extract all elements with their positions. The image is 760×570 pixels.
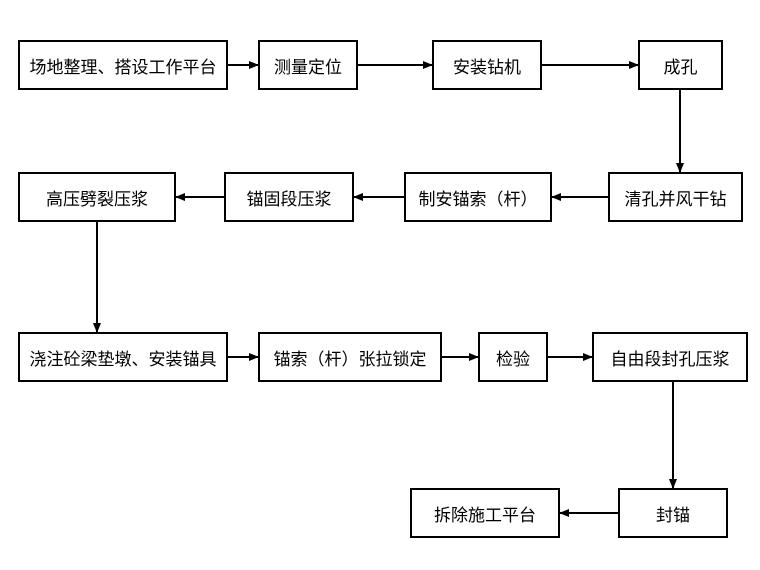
flow-node-label: 检验	[496, 345, 530, 370]
flowchart-canvas: 场地整理、搭设工作平台 测量定位 安装钻机 成孔清孔并风干钻 制安锚索（杆） 锚固段压浆 高…	[0, 0, 760, 570]
flow-node-n2: 测量定位	[258, 40, 358, 90]
flow-node-n12: 自由段封孔压浆	[592, 332, 748, 382]
flow-node-n1: 场地整理、搭设工作平台	[18, 40, 228, 90]
flow-node-n13: 封锚	[618, 488, 728, 538]
flow-node-n9: 浇注砼梁垫墩、安装锚具	[18, 332, 228, 382]
flow-node-label: 自由段封孔压浆	[611, 345, 730, 370]
flow-node-label: 制安锚索（杆）	[419, 185, 538, 210]
flow-node-label: 安装钻机	[453, 53, 521, 78]
flow-node-label: 封锚	[656, 501, 690, 526]
flow-node-n14: 拆除施工平台	[410, 488, 560, 538]
flow-node-label: 清孔并风干钻	[625, 185, 727, 210]
flow-node-n3: 安装钻机	[432, 40, 542, 90]
flow-node-n8: 高压劈裂压浆	[18, 172, 176, 222]
flow-node-n7: 锚固段压浆	[224, 172, 354, 222]
flow-node-label: 高压劈裂压浆	[46, 185, 148, 210]
flow-node-label: 拆除施工平台	[434, 501, 536, 526]
flow-node-label: 场地整理、搭设工作平台	[30, 53, 217, 78]
flow-node-n11: 检验	[478, 332, 548, 382]
flow-node-n6: 制安锚索（杆）	[404, 172, 552, 222]
flow-node-n4: 成孔	[638, 40, 723, 90]
flow-node-label: 锚固段压浆	[247, 185, 332, 210]
flow-node-label: 锚索（杆）张拉锁定	[274, 345, 427, 370]
flow-node-n5: 清孔并风干钻	[608, 172, 743, 222]
flow-node-n10: 锚索（杆）张拉锁定	[258, 332, 442, 382]
flow-node-label: 成孔	[664, 53, 698, 78]
flow-node-label: 测量定位	[274, 53, 342, 78]
flow-node-label: 浇注砼梁垫墩、安装锚具	[30, 345, 217, 370]
